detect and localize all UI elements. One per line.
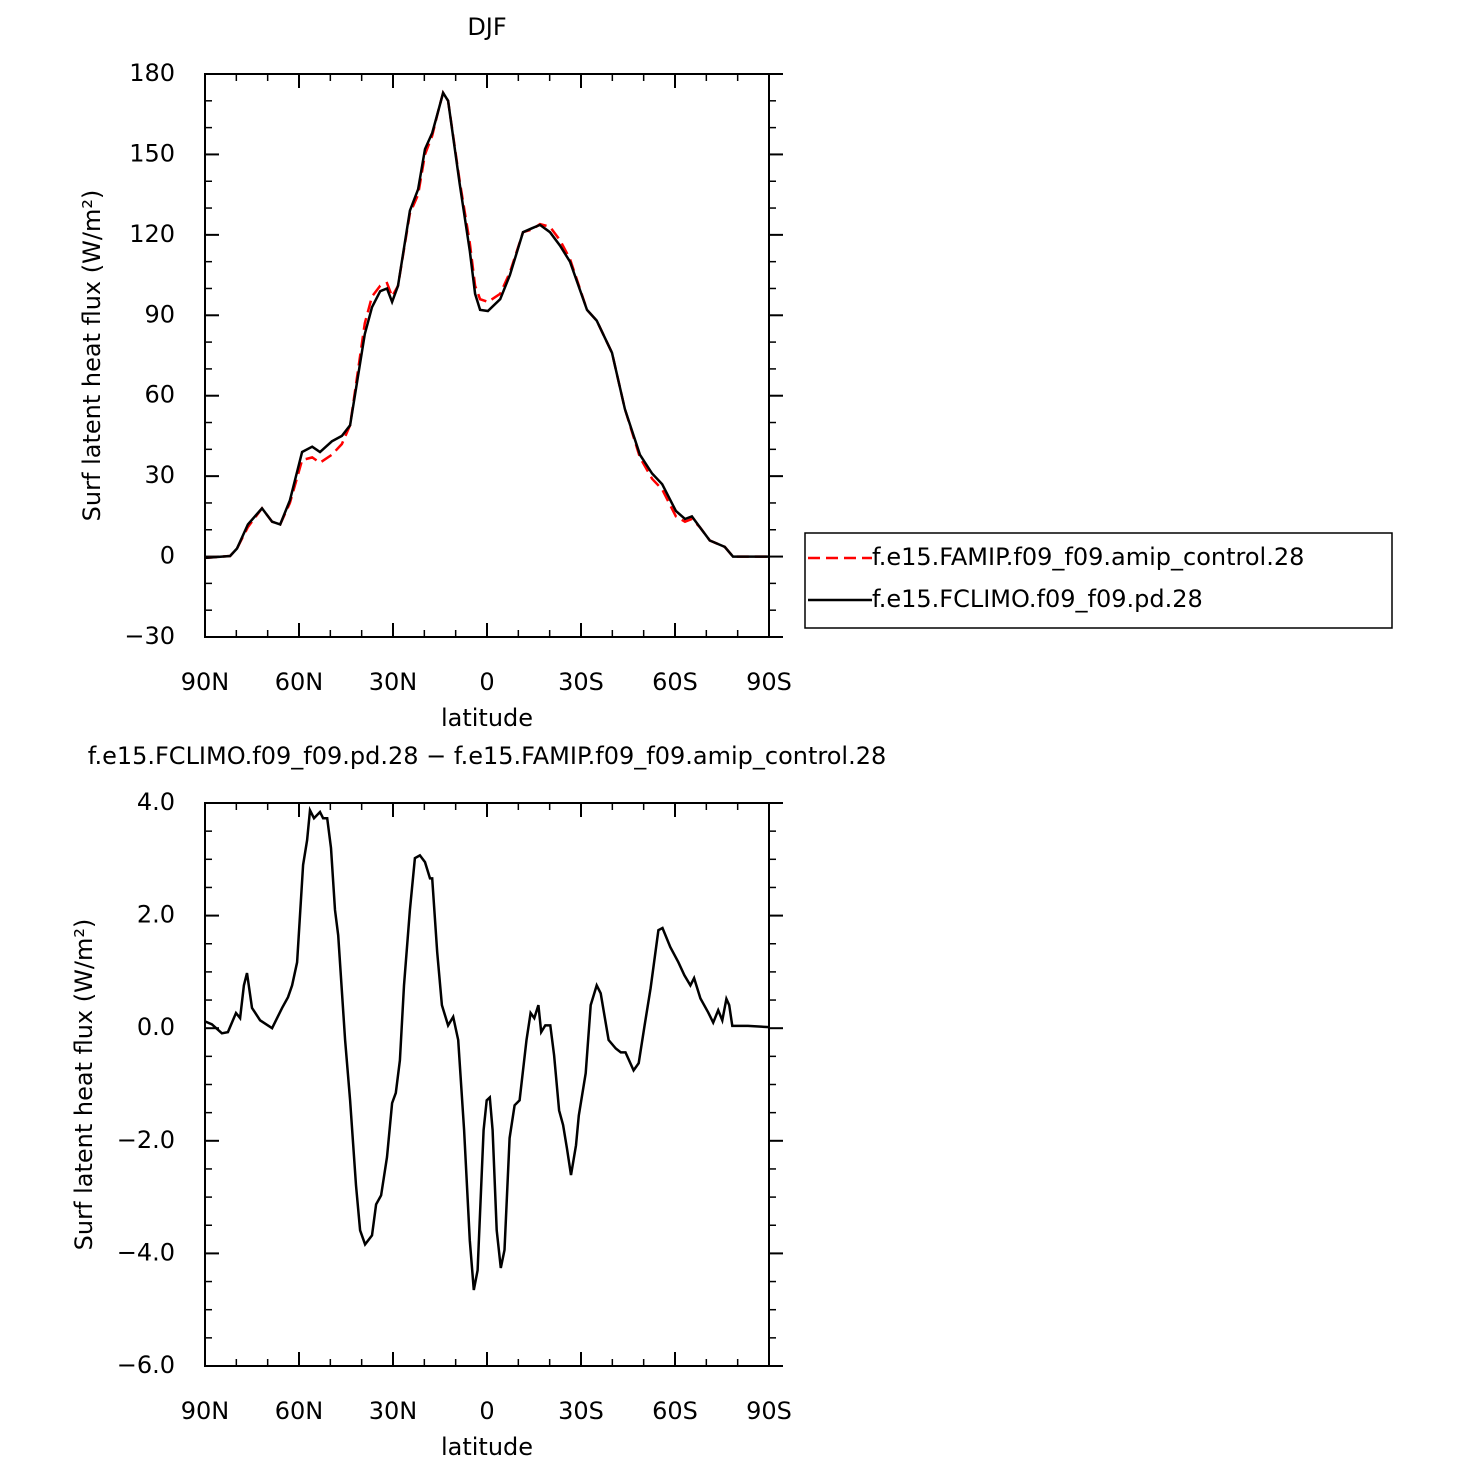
x-tick-label: 30S [558, 1397, 604, 1425]
y-tick-label: −4.0 [117, 1238, 175, 1266]
plot-frame [204, 802, 770, 1367]
data-line [204, 89, 769, 560]
chart-title: f.e15.FCLIMO.f09_f09.pd.28 − f.e15.FAMIP… [88, 742, 887, 770]
x-tick-label: 90S [746, 668, 792, 696]
y-tick-label: 150 [129, 139, 175, 167]
legend-label: f.e15.FAMIP.f09_f09.amip_control.28 [872, 543, 1304, 571]
chart-title: DJF [467, 13, 506, 41]
y-tick-label: −2.0 [117, 1126, 175, 1154]
y-tick-label: 0.0 [137, 1013, 175, 1041]
legend-label: f.e15.FCLIMO.f09_f09.pd.28 [872, 585, 1203, 613]
y-tick-label: −30 [124, 622, 175, 650]
y-axis-label: Surf latent heat flux (W/m²) [78, 190, 106, 522]
x-tick-label: 30N [369, 1397, 418, 1425]
x-tick-label: 30N [369, 668, 418, 696]
x-tick-label: 60N [275, 668, 324, 696]
plot-frame [204, 73, 770, 638]
y-tick-label: 4.0 [137, 788, 175, 816]
x-tick-label: 0 [479, 668, 494, 696]
y-tick-label: 120 [129, 220, 175, 248]
y-tick-label: 0 [160, 542, 175, 570]
x-tick-label: 60N [275, 1397, 324, 1425]
x-axis-label: latitude [441, 1433, 533, 1461]
y-tick-label: 60 [144, 381, 175, 409]
x-tick-label: 90N [181, 1397, 230, 1425]
x-tick-label: 60S [652, 668, 698, 696]
x-axis-label: latitude [441, 704, 533, 732]
y-tick-label: 30 [144, 461, 175, 489]
y-tick-label: 180 [129, 59, 175, 87]
x-tick-label: 30S [558, 668, 604, 696]
data-line [204, 805, 770, 1291]
y-tick-label: 2.0 [137, 901, 175, 929]
legend-box [804, 532, 1393, 629]
data-line [204, 89, 769, 560]
x-tick-label: 0 [479, 1397, 494, 1425]
x-tick-label: 90N [181, 668, 230, 696]
x-tick-label: 60S [652, 1397, 698, 1425]
y-tick-label: −6.0 [117, 1351, 175, 1379]
y-tick-label: 90 [144, 300, 175, 328]
x-tick-label: 90S [746, 1397, 792, 1425]
y-axis-label: Surf latent heat flux (W/m²) [70, 919, 98, 1251]
